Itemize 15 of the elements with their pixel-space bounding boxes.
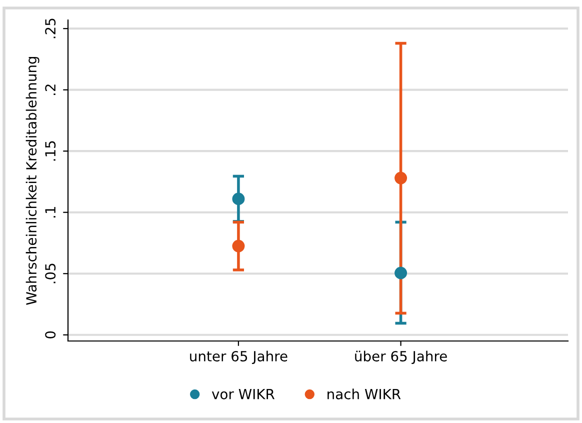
y-axis-title: Wahrscheinlichkeit Kreditablehnung bbox=[26, 56, 40, 305]
legend-label: vor WIKR bbox=[212, 389, 275, 400]
point bbox=[394, 266, 408, 280]
y-tick-label: .05 bbox=[45, 264, 56, 284]
point bbox=[232, 192, 245, 206]
y-tick-label: .2 bbox=[45, 84, 56, 95]
legend-label: nach WIKR bbox=[328, 388, 401, 400]
point bbox=[232, 240, 245, 252]
y-tick-label: .25 bbox=[45, 18, 56, 38]
x-tick-label: über 65 Jahre bbox=[355, 350, 447, 364]
y-tick-label: .1 bbox=[45, 207, 56, 218]
y-tick-label: 0 bbox=[45, 331, 56, 338]
point bbox=[394, 172, 408, 184]
x-tick-label: unter 65 Jahre bbox=[190, 350, 288, 364]
y-tick-label: .15 bbox=[45, 141, 56, 161]
